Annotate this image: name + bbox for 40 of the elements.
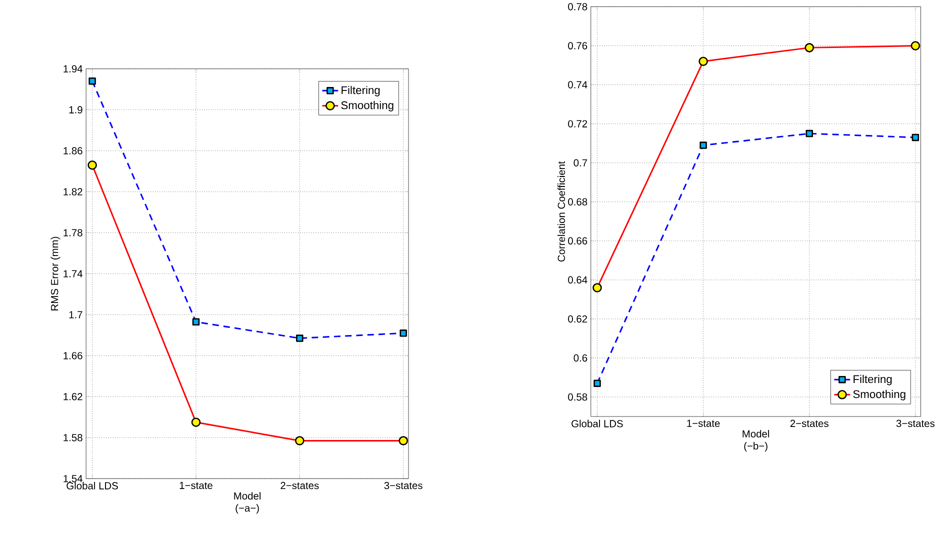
y-tick-label: 1.66 <box>64 352 82 360</box>
y-axis-title: RMS Error (mm) <box>50 236 60 310</box>
y-tick-label: 0.6 <box>574 354 588 362</box>
x-axis-title: Model <box>234 492 261 500</box>
y-tick-label: 0.68 <box>568 198 588 206</box>
x-tick-label: 2−states <box>790 420 828 427</box>
legend-label: Filtering <box>854 374 892 386</box>
y-tick-label: 1.78 <box>64 229 82 236</box>
y-tick-label: 1.58 <box>64 434 82 442</box>
legend-label: Filtering <box>342 86 380 96</box>
x-tick-label: 3−states <box>896 420 935 427</box>
x-axis-title: Model <box>742 430 770 438</box>
y-tick-label: 0.58 <box>568 393 588 400</box>
legend-label: Smoothing <box>341 100 394 112</box>
text: (−a−) <box>236 504 259 514</box>
y-tick-label: 0.66 <box>568 237 588 244</box>
y-tick-label: 0.72 <box>568 120 588 128</box>
y-tick-label: 0.7 <box>574 159 588 166</box>
y-tick-label: 0.64 <box>568 276 588 284</box>
y-tick-label: 0.78 <box>568 2 588 10</box>
y-tick-label: 1.62 <box>64 392 82 400</box>
y-tick-label: 1.74 <box>64 270 82 278</box>
y-tick-label: 1.54 <box>64 474 82 482</box>
y-axis-title: Correlation Coefficient <box>558 161 566 262</box>
y-tick-label: 1.9 <box>69 106 82 114</box>
x-tick-label: Global LDS <box>572 420 623 428</box>
y-tick-label: 0.76 <box>568 42 588 50</box>
x-tick-label: 2−states <box>280 482 319 490</box>
x-tick-label: 1−state <box>687 420 720 427</box>
x-tick-label: Global LDS <box>66 482 118 490</box>
legend-label: Smoothing <box>853 390 906 400</box>
y-tick-label: 1.82 <box>64 188 82 196</box>
text: (−b−) <box>744 442 768 452</box>
y-tick-label: 1.7 <box>69 311 82 318</box>
y-tick-label: 1.86 <box>64 147 82 154</box>
y-tick-label: 0.74 <box>568 81 588 88</box>
y-tick-label: 1.94 <box>64 65 82 72</box>
y-tick-label: 0.62 <box>568 315 588 322</box>
x-tick-label: 1−state <box>180 482 212 489</box>
x-tick-label: 3−states <box>384 482 422 490</box>
